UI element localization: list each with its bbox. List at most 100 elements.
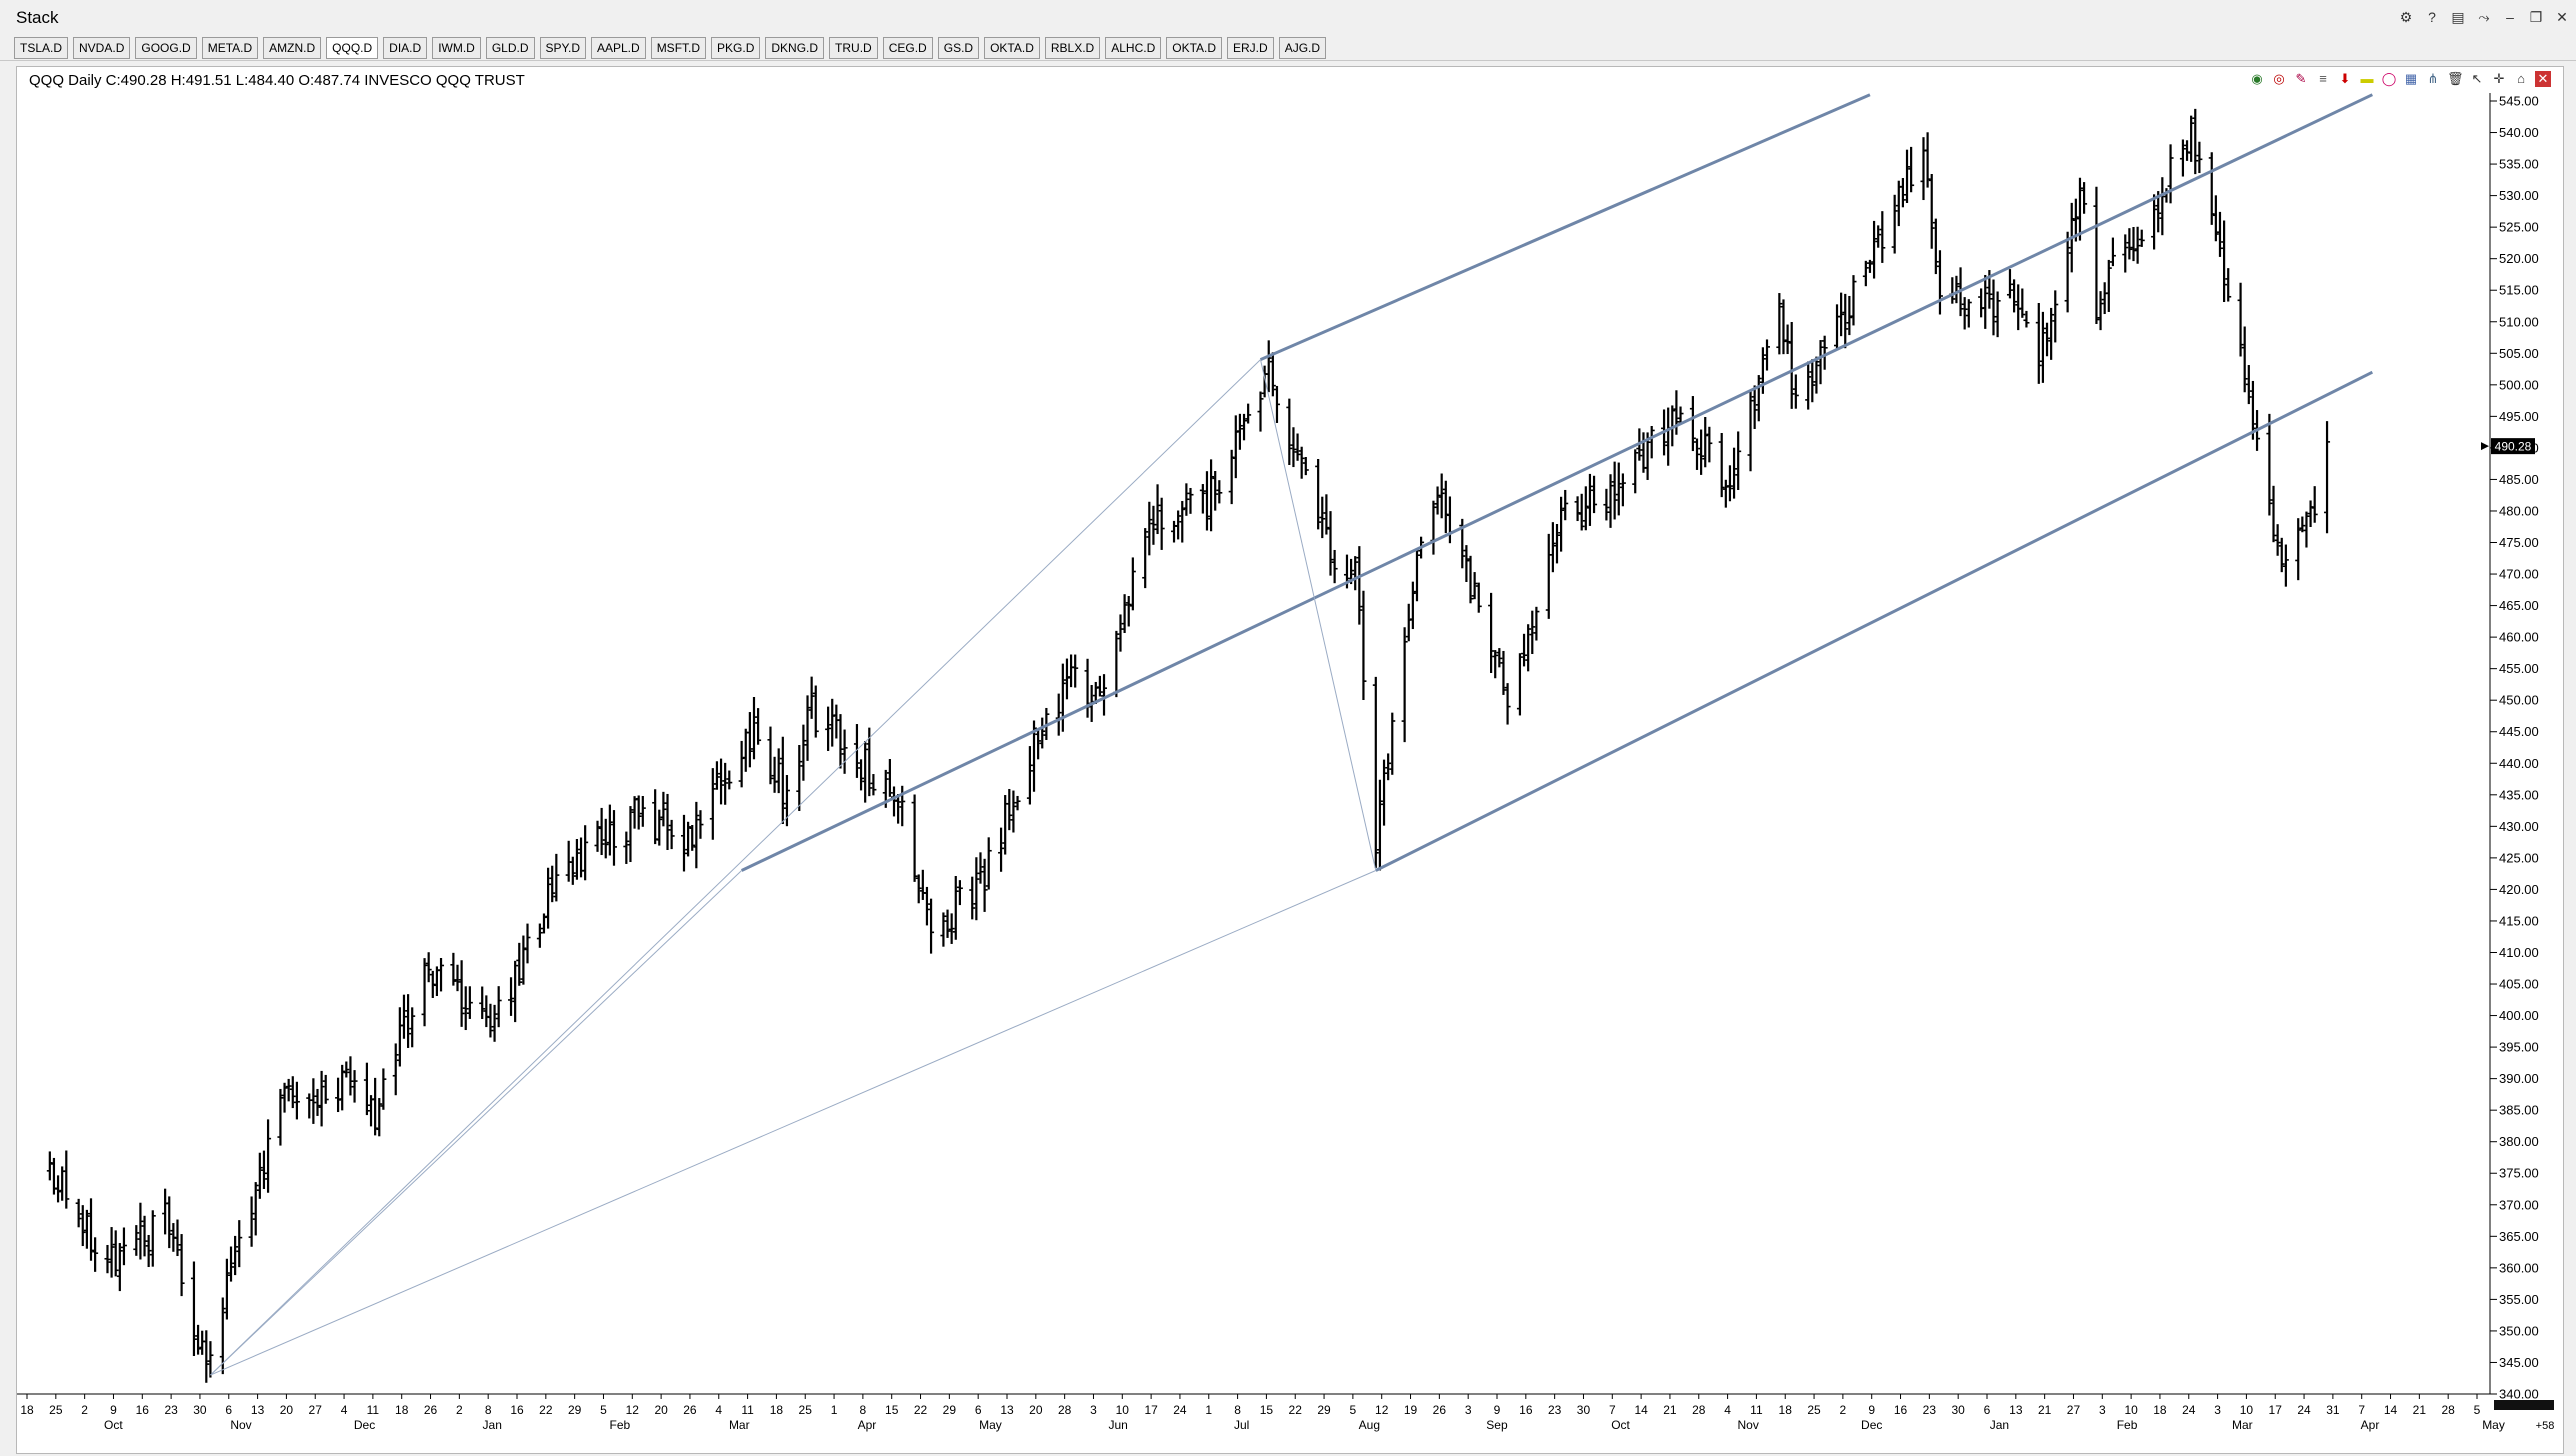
pencil-icon[interactable]: ✎ (2295, 71, 2307, 86)
ohlc-bar (351, 1070, 358, 1103)
ohlc-bar (1805, 361, 1812, 410)
price-chart[interactable]: 545.00 540.00 535.00 530.00 525.00 520.00 515.… (17, 67, 2563, 1453)
ohlc-bar (1549, 522, 1556, 573)
symbol-tab[interactable]: OKTA.D (1166, 37, 1223, 59)
ohlc-bar (2278, 537, 2285, 573)
symbol-tab[interactable]: OKTA.D (984, 37, 1040, 59)
restore-icon[interactable]: ❐ (2529, 9, 2543, 25)
symbol-tab[interactable]: IWM.D (432, 37, 481, 59)
symbol-tab[interactable]: GOOG.D (135, 37, 197, 59)
ohlc-bar (228, 1246, 235, 1282)
settings-icon[interactable]: ⚙ (2399, 9, 2413, 25)
x-tick-label: 3 (2099, 1403, 2106, 1417)
symbol-tab[interactable]: MSFT.D (650, 37, 707, 59)
ohlc-bar (1286, 398, 1293, 466)
ellipse-icon[interactable]: ◯ (2381, 71, 2397, 86)
x-tick-label: 24 (1173, 1403, 1187, 1417)
x-tick-label: 15 (1260, 1403, 1274, 1417)
ohlc-bar (372, 1077, 379, 1136)
symbol-tab[interactable]: ALHC.D (1105, 37, 1162, 59)
ohlc-bar (1780, 299, 1787, 355)
symbol-tab[interactable]: DIA.D (383, 37, 428, 59)
x-tick-label: 24 (2182, 1403, 2196, 1417)
ohlc-bar (1179, 501, 1186, 543)
symbol-tab[interactable]: META.D (201, 37, 259, 59)
ohlc-bar (483, 995, 490, 1028)
symbol-tab[interactable]: TSLA.D (14, 37, 69, 59)
ohlc-bar (1895, 180, 1902, 227)
ohlc-bar (252, 1182, 259, 1236)
minimize-icon[interactable]: – (2506, 9, 2514, 25)
ohlc-bar (767, 726, 774, 785)
y-tick-label: 395.00 (2499, 1040, 2539, 1055)
ohlc-bar (1327, 511, 1334, 576)
pitchfork-icon[interactable]: ⋔ (2427, 71, 2439, 86)
ohlc-bar (199, 1330, 206, 1355)
record-icon[interactable]: ◎ (2273, 71, 2285, 86)
y-tick-label: 435.00 (2499, 787, 2539, 802)
symbol-tab[interactable]: PKG.D (711, 37, 761, 59)
ohlc-bar (190, 1261, 197, 1357)
cursor-icon[interactable]: ↖ (2471, 71, 2483, 86)
ohlc-bar (223, 1258, 230, 1320)
x-tick-label: 2 (456, 1403, 463, 1417)
y-tick-label: 385.00 (2499, 1103, 2539, 1118)
globe-icon[interactable]: ◉ (2251, 71, 2263, 86)
lock-icon[interactable]: ⌂ (2517, 71, 2525, 86)
layout-icon[interactable]: ▤ (2451, 9, 2465, 25)
symbol-tab[interactable]: ERJ.D (1227, 37, 1274, 59)
grid-icon[interactable]: ▦ (2404, 71, 2418, 86)
ohlc-bar (116, 1243, 123, 1292)
ohlc-bar (1809, 359, 1816, 403)
trash-icon[interactable]: 🗑 (2447, 71, 2464, 86)
ohlc-bar (656, 809, 663, 846)
ohlc-bar (1467, 555, 1474, 604)
symbol-tab[interactable]: CEG.D (882, 37, 933, 59)
help-icon[interactable]: ? (2428, 9, 2436, 25)
ohlc-bar (524, 923, 531, 964)
x-tick-label: 17 (2269, 1403, 2283, 1417)
x-tick-label: 5 (2474, 1403, 2481, 1417)
fib-icon[interactable]: ≡ (2319, 71, 2327, 86)
symbol-tab[interactable]: AJG.D (1278, 37, 1327, 59)
crosshair-icon[interactable]: ✛ (2493, 71, 2505, 86)
ohlc-bar (783, 775, 790, 827)
symbol-tab[interactable]: GLD.D (485, 37, 535, 59)
symbol-tab[interactable]: QQQ.D (326, 37, 379, 59)
symbol-tab[interactable]: GS.D (937, 37, 980, 59)
y-tick-label: 465.00 (2499, 598, 2539, 613)
symbol-tab[interactable]: AMZN.D (263, 37, 322, 59)
ohlc-bar (998, 827, 1005, 872)
arrow-down-icon[interactable]: ⬇ (2339, 71, 2351, 86)
link-icon[interactable]: ⤳ (2478, 9, 2490, 25)
ohlc-bar (1059, 663, 1066, 732)
symbol-tab[interactable]: NVDA.D (73, 37, 131, 59)
rectangle-icon[interactable]: ▬ (2360, 71, 2374, 86)
y-tick-label: 360.00 (2499, 1260, 2539, 1275)
close-icon[interactable]: ✕ (2535, 71, 2551, 87)
x-tick-label: 6 (1984, 1403, 1991, 1417)
x-tick-label: 23 (164, 1403, 178, 1417)
symbol-tab[interactable]: RBLX.D (1044, 37, 1101, 59)
ohlc-bar (285, 1078, 292, 1102)
x-tick-label: 23 (1923, 1403, 1937, 1417)
ohlc-bar (2208, 152, 2215, 225)
ohlc-bar (536, 923, 543, 948)
ohlc-bar (2245, 365, 2252, 405)
ohlc-bar (149, 1210, 156, 1267)
symbol-tab[interactable]: DKNG.D (765, 37, 825, 59)
ohlc-bar (1747, 390, 1754, 472)
symbol-tab[interactable]: TRU.D (829, 37, 878, 59)
chart-window[interactable]: QQQ Daily C:490.28 H:491.51 L:484.40 O:4… (16, 66, 2564, 1454)
symbol-tabs: TSLA.D NVDA.D GOOG.D META.D AMZN.D QQQ.D DIA.D… (14, 37, 1327, 59)
x-tick-label: 1 (831, 1403, 838, 1417)
ohlc-bar (1640, 432, 1647, 473)
symbol-tab[interactable]: SPY.D (539, 37, 586, 59)
symbol-tab[interactable]: AAPL.D (591, 37, 646, 59)
ohlc-bar (2044, 322, 2051, 357)
close-icon[interactable]: ✕ (2556, 9, 2568, 25)
x-tick-label: 8 (860, 1403, 867, 1417)
ohlc-bar (2216, 211, 2223, 257)
ohlc-bar (1689, 396, 1696, 452)
x-month-label: Dec (1861, 1418, 1882, 1432)
